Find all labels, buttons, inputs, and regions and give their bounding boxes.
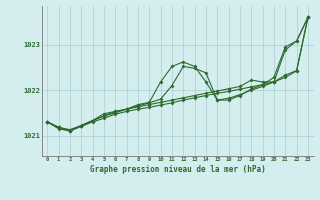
X-axis label: Graphe pression niveau de la mer (hPa): Graphe pression niveau de la mer (hPa) bbox=[90, 165, 266, 174]
